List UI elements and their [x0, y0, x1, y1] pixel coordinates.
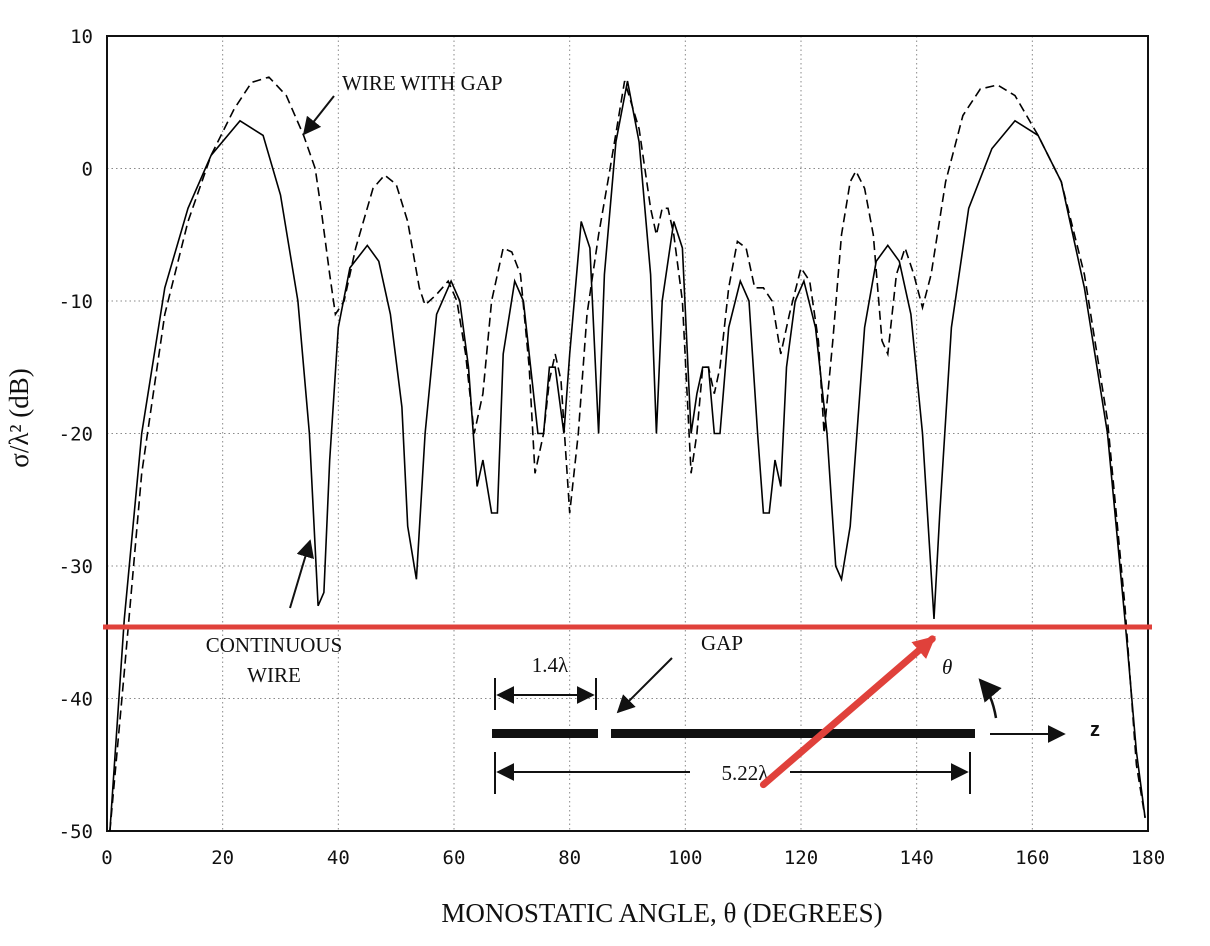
- plot-frame: [106, 35, 1149, 832]
- y-tick-label: -40: [59, 689, 93, 711]
- x-tick-label: 80: [558, 847, 581, 869]
- x-tick-label: 140: [900, 847, 934, 869]
- x-tick-label: 120: [784, 847, 818, 869]
- y-tick-label: -10: [59, 291, 93, 313]
- y-tick-label: 0: [82, 159, 93, 181]
- pointer-arrow-continuous-wire: [289, 539, 314, 609]
- wire-diagram: 1.4λ 5.22λ z θ: [492, 653, 1100, 794]
- z-axis-label: z: [1090, 719, 1100, 741]
- x-tick-label: 100: [668, 847, 702, 869]
- series-continuous-wire: [109, 80, 1146, 832]
- wire-segment-left: [492, 729, 598, 738]
- annotation-continuous: CONTINUOUS: [206, 633, 343, 657]
- dim-label-short: 1.4λ: [532, 653, 569, 677]
- series-layer: [109, 76, 1146, 832]
- annotation-gap: GAP: [701, 631, 743, 655]
- series-wire-with-gap: [109, 76, 1146, 832]
- x-tick-label: 160: [1015, 847, 1049, 869]
- y-tick-label: 10: [70, 26, 93, 48]
- x-tick-label: 0: [101, 847, 112, 869]
- x-tick-label: 180: [1131, 847, 1165, 869]
- wire-segment-right: [611, 729, 975, 738]
- annotation-wire: WIRE: [247, 663, 301, 687]
- x-tick-label: 40: [327, 847, 350, 869]
- y-tick-label: -50: [59, 821, 93, 843]
- theta-label: θ: [942, 655, 952, 679]
- annotation-wire-with-gap: WIRE WITH GAP: [342, 71, 503, 95]
- y-axis-title: σ/λ² (dB): [4, 368, 34, 467]
- dim-label-long: 5.22λ: [722, 761, 770, 785]
- y-tick-label: -20: [59, 424, 93, 446]
- tick-labels: 0 20 40 60 80 100 120 140 160 180100-10-20-30-40-…: [59, 26, 1165, 869]
- y-tick-label: -30: [59, 556, 93, 578]
- theta-rotation-arrow: [978, 678, 1002, 719]
- x-tick-label: 60: [443, 847, 466, 869]
- x-axis-title: MONOSTATIC ANGLE, θ (DEGREES): [441, 898, 882, 928]
- grid: [107, 36, 1148, 831]
- pointer-arrow-gap: [616, 657, 673, 714]
- red-pointer-arrow: [759, 635, 936, 789]
- red-highlight-overlay: [103, 624, 1152, 789]
- pointer-arrow-wire-with-gap: [302, 95, 335, 136]
- x-tick-label: 20: [211, 847, 234, 869]
